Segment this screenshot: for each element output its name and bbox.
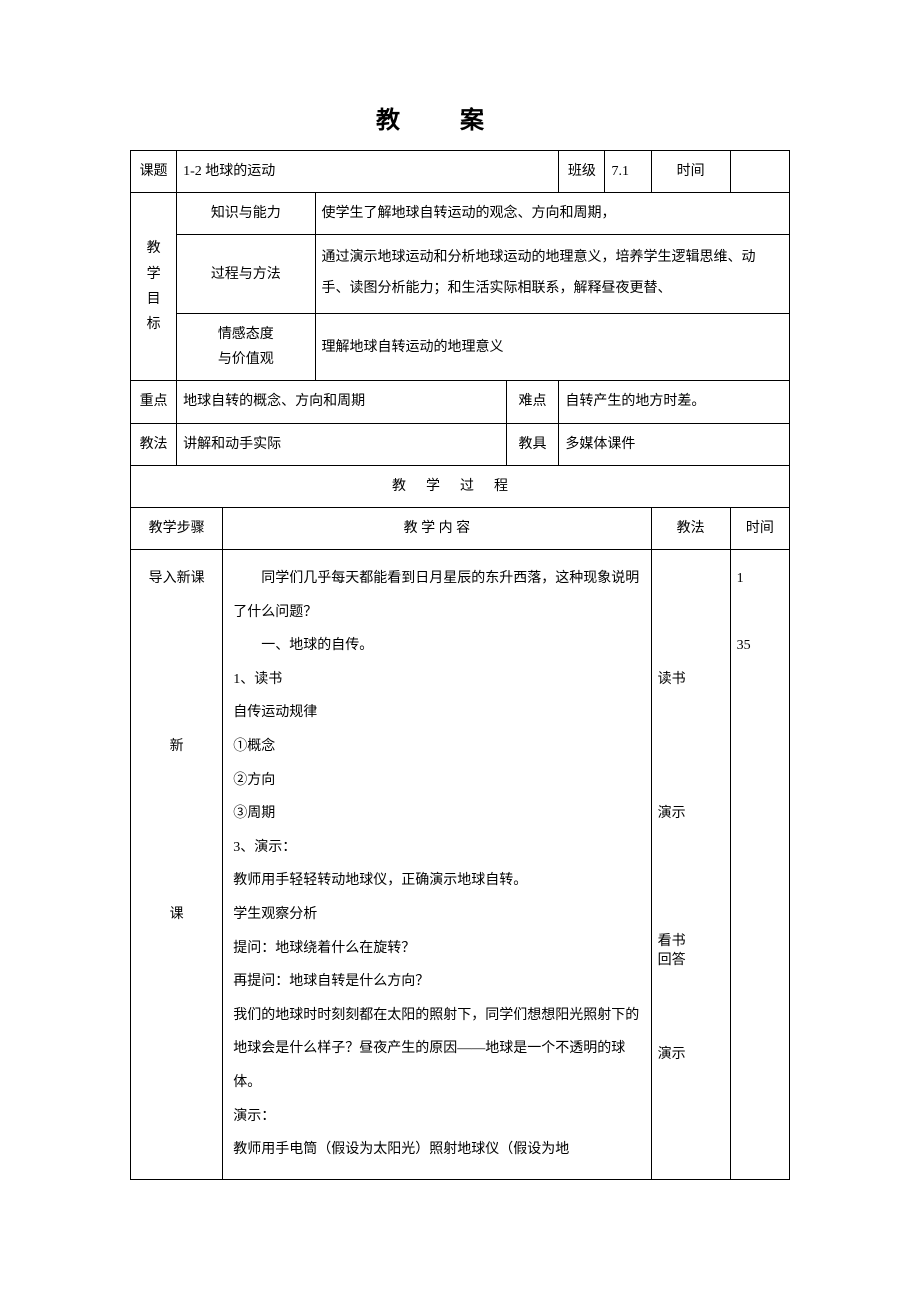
label-nandian: 难点 <box>506 381 559 423</box>
teaching-steps: 导入新课 新 课 <box>131 550 223 1180</box>
value-jiaofa: 讲解和动手实际 <box>177 423 506 465</box>
label-jiaofa: 教法 <box>131 423 177 465</box>
method-m2: 演示 <box>658 797 724 831</box>
col-content: 教 学 内 容 <box>223 507 651 549</box>
value-keti: 1-2 地球的运动 <box>177 151 559 193</box>
content-p5: ①概念 <box>233 730 640 764</box>
content-p11: 提问：地球绕着什么在旋转？ <box>233 932 640 966</box>
step-intro: 导入新课 <box>137 562 216 596</box>
value-jiaoju: 多媒体课件 <box>559 423 790 465</box>
page-title: 教案 <box>130 100 790 135</box>
col-time: 时间 <box>730 507 789 549</box>
content-p15: 教师用手电筒（假设为太阳光）照射地球仪（假设为地 <box>233 1133 640 1167</box>
content-p1: 同学们几乎每天都能看到日月星辰的东升西落，这种现象说明了什么问题？ <box>233 562 640 629</box>
value-shijian <box>730 151 789 193</box>
value-banji: 7.1 <box>605 151 651 193</box>
label-banji: 班级 <box>559 151 605 193</box>
value-goal2: 通过演示地球运动和分析地球运动的地理意义，培养学生逻辑思维、动手、读图分析能力；… <box>315 235 790 314</box>
teaching-methods: 读书 演示 看书回答 演示 <box>651 550 730 1180</box>
content-p13: 我们的地球时时刻刻都在太阳的照射下，同学们想想阳光照射下的地球会是什么样子？昼夜… <box>233 999 640 1100</box>
teaching-content: 同学们几乎每天都能看到日月星辰的东升西落，这种现象说明了什么问题？ 一、地球的自… <box>223 550 651 1180</box>
label-goals: 教学目标 <box>131 193 177 381</box>
label-goal2: 过程与方法 <box>177 235 315 314</box>
content-p3: 1、读书 <box>233 663 640 697</box>
label-goal1: 知识与能力 <box>177 193 315 235</box>
content-p10: 学生观察分析 <box>233 898 640 932</box>
content-p2: 一、地球的自传。 <box>233 629 640 663</box>
method-m4: 演示 <box>658 1038 724 1072</box>
step-new-2: 课 <box>137 898 216 932</box>
col-method: 教法 <box>651 507 730 549</box>
content-p14: 演示： <box>233 1100 640 1134</box>
content-p4: 自传运动规律 <box>233 696 640 730</box>
label-shijian: 时间 <box>651 151 730 193</box>
teaching-times: 1 35 <box>730 550 789 1180</box>
value-goal1: 使学生了解地球自转运动的观念、方向和周期， <box>315 193 790 235</box>
lesson-plan-table: 课题 1-2 地球的运动 班级 7.1 时间 教学目标 知识与能力 使学生了解地… <box>130 150 790 1180</box>
label-jiaoju: 教具 <box>506 423 559 465</box>
method-m1: 读书 <box>658 663 724 697</box>
step-new-1: 新 <box>137 730 216 764</box>
col-step: 教学步骤 <box>131 507 223 549</box>
content-p8: 3、演示： <box>233 831 640 865</box>
content-p12: 再提问：地球自转是什么方向？ <box>233 965 640 999</box>
label-zhongdian: 重点 <box>131 381 177 423</box>
content-p9: 教师用手轻轻转动地球仪，正确演示地球自转。 <box>233 864 640 898</box>
method-m3: 看书回答 <box>658 932 724 971</box>
value-goal3: 理解地球自转运动的地理意义 <box>315 313 790 380</box>
label-goal3: 情感态度与价值观 <box>177 313 315 380</box>
content-p6: ②方向 <box>233 764 640 798</box>
process-title: 教学过程 <box>131 465 790 507</box>
content-p7: ③周期 <box>233 797 640 831</box>
time-t2: 35 <box>737 629 783 663</box>
label-keti: 课题 <box>131 151 177 193</box>
value-zhongdian: 地球自转的概念、方向和周期 <box>177 381 506 423</box>
value-nandian: 自转产生的地方时差。 <box>559 381 790 423</box>
time-t1: 1 <box>737 562 783 596</box>
